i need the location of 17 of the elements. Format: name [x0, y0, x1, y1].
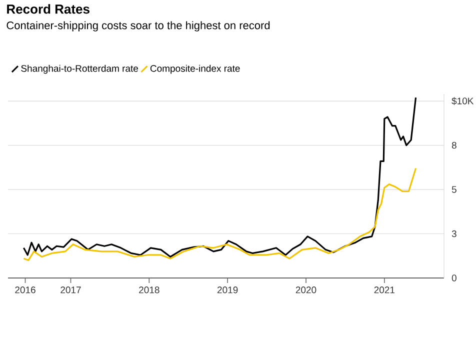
legend-label: Shanghai-to-Rotterdam rate	[21, 64, 138, 74]
y-tick-label: 5	[452, 186, 456, 193]
y-tick-label: 3	[452, 230, 456, 238]
x-tick-label: 2019	[217, 286, 238, 294]
y-tick-label: $10K	[452, 97, 474, 105]
x-tick-label: 2016	[15, 286, 36, 294]
line-series	[22, 96, 417, 258]
x-tick-label: 2018	[139, 286, 160, 294]
y-tick-label: 8	[452, 142, 456, 149]
chart-subtitle: Container-shipping costs soar to the highest on record	[6, 21, 270, 32]
x-tick-label: 2017	[60, 286, 81, 294]
chart-title: Record Rates	[7, 4, 90, 14]
legend-label: Composite-index rate	[150, 64, 240, 74]
y-tick-label: 0	[452, 274, 456, 282]
x-tick-label: 2021	[374, 286, 394, 294]
x-tick-label: 2020	[296, 286, 316, 294]
line-series	[22, 168, 417, 262]
